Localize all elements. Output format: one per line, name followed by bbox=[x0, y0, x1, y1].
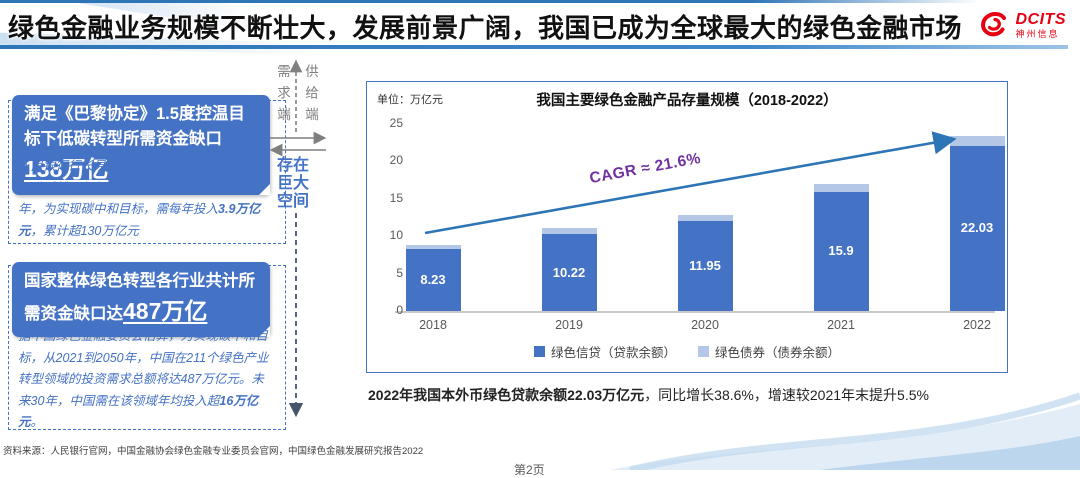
top-edge-line bbox=[0, 0, 1000, 3]
bar-data-label: 10.22 bbox=[552, 264, 586, 280]
funding-gap-heading-national: 国家整体绿色转型各行业共计所需资金缺口达487万亿 bbox=[12, 262, 270, 338]
corner-fold-decoration bbox=[259, 184, 270, 195]
bar-segment-credit bbox=[813, 191, 869, 311]
summary-bold: 2022年我国本外币绿色贷款余额22.03万亿元 bbox=[368, 387, 645, 403]
funding-gap-body-national: 据中国绿色金融委员会估算，为实现碳中和目标，从2021到2050年，中国在211… bbox=[18, 326, 270, 434]
body-text-bold: 3.9万亿元 bbox=[18, 202, 261, 238]
body-text-bold: 16万亿元 bbox=[18, 393, 259, 430]
bar-segment-bond bbox=[949, 136, 1005, 146]
heading-prefix: 满足《巴黎协定》1.5度控温目标下低碳转型所需资金缺口 bbox=[24, 105, 245, 148]
y-axis-tick-label: 25 bbox=[389, 115, 403, 130]
legend-swatch bbox=[533, 346, 545, 357]
page-title: 绿色金融业务规模不断壮大，发展前景广阔，我国已成为全球最大的绿色金融市场 bbox=[8, 13, 963, 43]
bar-segment-bond bbox=[813, 183, 869, 192]
huge-gap-label: 存在巨大空间 bbox=[276, 157, 309, 210]
y-axis-tick-label: 15 bbox=[389, 190, 403, 205]
x-axis-tick-label: 2020 bbox=[691, 318, 719, 332]
bar-segment-bond bbox=[405, 244, 461, 250]
legend-item: 绿色债券（债券余额） bbox=[698, 342, 840, 361]
heading-prefix: 国家整体绿色转型各行业共计所需资金缺口达 bbox=[24, 272, 255, 323]
x-axis-line bbox=[395, 311, 995, 313]
body-text: 据中国绿色金融委员会估算，为实现碳中和目标，从2021到2050年，中国在211… bbox=[18, 329, 269, 408]
legend-swatch bbox=[698, 346, 709, 357]
x-axis-tick-label: 2019 bbox=[555, 318, 583, 332]
bar-data-label: 15.9 bbox=[828, 243, 854, 259]
y-axis-tick-label: 0 bbox=[396, 303, 403, 317]
body-text: 人民银行行长易纲发言，预计2030年前，中国碳减排需每年投入2.2万亿元；203… bbox=[18, 159, 259, 216]
y-axis-tick-label: 20 bbox=[389, 153, 403, 167]
body-text: ，累计超130万亿元 bbox=[30, 223, 139, 238]
logo-cn-text: 神州信息 bbox=[1015, 28, 1060, 39]
heading-number: 487万亿 bbox=[123, 297, 208, 324]
y-axis-tick-label: 5 bbox=[396, 265, 403, 280]
y-axis-tick-label: 10 bbox=[389, 228, 403, 242]
demand-side-label: 需求端 bbox=[275, 64, 290, 129]
chart-legend: 绿色信贷（贷款余额） 绿色债券（债券余额） bbox=[367, 342, 1007, 361]
logo-brand-text: DCITS bbox=[1015, 10, 1066, 28]
title-divider-rule bbox=[0, 45, 1068, 49]
bar-segment-bond bbox=[677, 214, 733, 222]
summary-rest: ，同比增长38.6%，增速较2021年末提升5.5% bbox=[644, 387, 929, 403]
funding-gap-heading-paris: 满足《巴黎协定》1.5度控温目标下低碳转型所需资金缺口 138万亿 bbox=[12, 95, 270, 195]
bar-segment-credit bbox=[541, 234, 597, 311]
funding-gap-body-paris: 人民银行行长易纲发言，预计2030年前，中国碳减排需每年投入2.2万亿元；203… bbox=[18, 156, 270, 242]
source-note: 资料来源：人民银行官网，中国金融协会绿色金融专业委员会官网，中国绿色金融发展研究… bbox=[3, 446, 424, 457]
dcits-swirl-icon bbox=[980, 12, 1006, 37]
chart-title: 我国主要绿色金融产品存量规模（2018-2022） bbox=[536, 93, 838, 109]
x-axis-tick-label: 2018 bbox=[419, 318, 447, 332]
bar-segment-credit bbox=[677, 221, 733, 311]
heading-number: 138万亿 bbox=[24, 155, 109, 182]
bar-segment-credit bbox=[405, 249, 461, 311]
supply-side-label: 供给端 bbox=[303, 64, 318, 129]
corner-fold-decoration bbox=[259, 326, 270, 338]
x-axis-tick-label: 2022 bbox=[963, 318, 991, 332]
bar-data-label: 22.03 bbox=[960, 220, 994, 236]
bottom-right-swoosh-decoration bbox=[610, 392, 1080, 470]
bar-data-label: 11.95 bbox=[689, 258, 721, 274]
legend-item: 绿色信贷（贷款余额） bbox=[533, 342, 676, 361]
supply-demand-divider-graphic bbox=[269, 59, 327, 418]
bar-segment-credit bbox=[949, 145, 1005, 311]
bar-segment-bond bbox=[541, 227, 597, 235]
chart-panel: 单位：万亿元 我国主要绿色金融产品存量规模（2018-2022） 0 5 10 15 2… bbox=[366, 81, 1008, 373]
cagr-trend-arrow bbox=[424, 131, 957, 235]
bar-data-label: 8.23 bbox=[420, 272, 446, 288]
legend-label: 绿色债券（债券余额） bbox=[715, 346, 841, 360]
legend-label: 绿色信贷（贷款余额） bbox=[550, 346, 676, 360]
x-axis-tick-label: 2021 bbox=[827, 318, 855, 332]
summary-text: 2022年我国本外币绿色贷款余额22.03万亿元，同比增长38.6%，增速较20… bbox=[368, 385, 1028, 405]
company-logo: DCITS 神州信息 bbox=[977, 10, 1067, 40]
chart-unit-label: 单位：万亿元 bbox=[377, 94, 443, 106]
body-text: 。 bbox=[30, 415, 44, 429]
